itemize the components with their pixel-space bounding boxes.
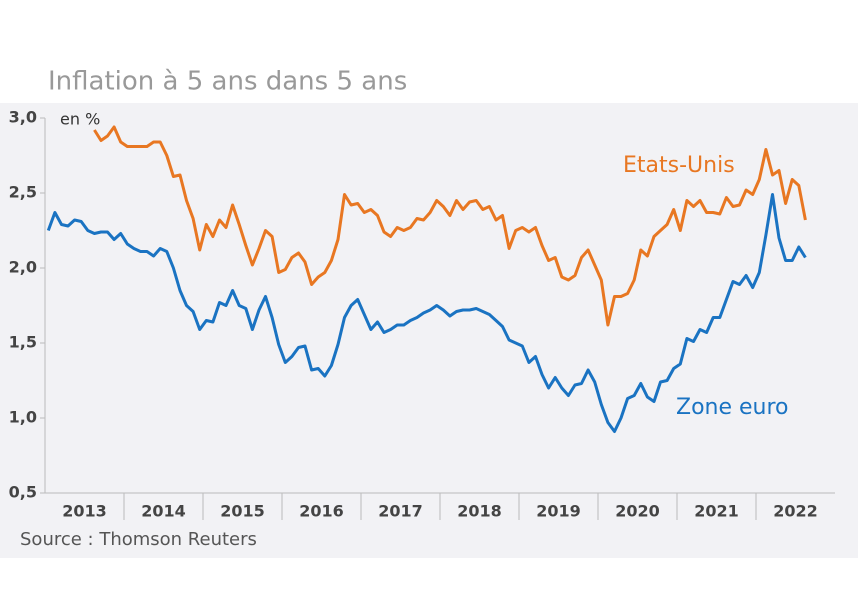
series-label: Zone euro (676, 395, 789, 420)
y-tick-label: 1,5 (9, 333, 37, 352)
plot-background (0, 103, 858, 558)
series-line (46, 193, 807, 433)
x-tick-label: 2013 (62, 502, 107, 521)
chart-title: Inflation à 5 ans dans 5 ans (48, 67, 407, 97)
source: Source : Thomson Reuters (20, 529, 257, 550)
y-tick-label: 1,0 (9, 408, 37, 427)
x-tick-label: 2019 (536, 502, 581, 521)
series-line (93, 125, 807, 327)
x-tick-label: 2022 (773, 502, 818, 521)
x-tick-label: 2020 (615, 502, 660, 521)
x-tick-label: 2017 (378, 502, 423, 521)
x-tick-label: 2016 (299, 502, 344, 521)
unit-label: en % (60, 110, 100, 129)
x-tick-label: 2014 (141, 502, 186, 521)
y-tick-label: 2,0 (9, 258, 37, 277)
y-tick-label: 3,0 (9, 108, 37, 127)
y-tick-label: 2,5 (9, 183, 37, 202)
x-tick-label: 2018 (457, 502, 502, 521)
x-tick-label: 2021 (694, 502, 739, 521)
x-tick-label: 2015 (220, 502, 265, 521)
series-label: Etats-Unis (623, 153, 735, 178)
y-tick-label: 0,5 (9, 483, 37, 502)
